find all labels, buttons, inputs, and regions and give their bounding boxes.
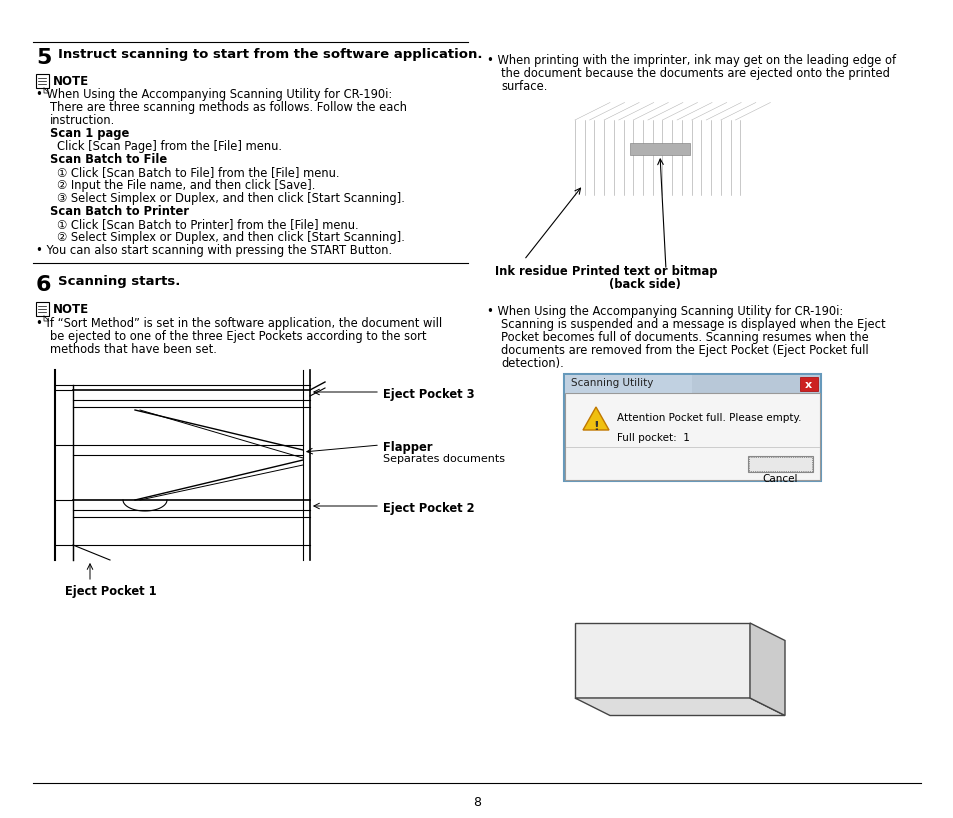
Text: Scanning Utility: Scanning Utility xyxy=(571,378,653,388)
Text: Scanning is suspended and a message is displayed when the Eject: Scanning is suspended and a message is d… xyxy=(500,318,884,331)
Text: Full pocket:  1: Full pocket: 1 xyxy=(617,433,689,443)
Text: documents are removed from the Eject Pocket (Eject Pocket full: documents are removed from the Eject Poc… xyxy=(500,344,868,357)
Text: Printed text or bitmap: Printed text or bitmap xyxy=(572,265,717,278)
Text: Eject Pocket 1: Eject Pocket 1 xyxy=(65,585,156,598)
Text: Eject Pocket 2: Eject Pocket 2 xyxy=(382,502,475,515)
Bar xyxy=(748,457,811,471)
Text: x: x xyxy=(803,380,811,390)
Text: Ink residue: Ink residue xyxy=(495,265,567,278)
Text: Scanning starts.: Scanning starts. xyxy=(58,275,180,288)
Polygon shape xyxy=(575,698,784,716)
Polygon shape xyxy=(749,623,784,716)
Text: Eject Pocket 3: Eject Pocket 3 xyxy=(382,388,475,401)
Bar xyxy=(800,377,817,391)
Text: !: ! xyxy=(593,420,598,434)
Text: Scan Batch to File: Scan Batch to File xyxy=(50,153,167,166)
Text: Pocket becomes full of documents. Scanning resumes when the: Pocket becomes full of documents. Scanni… xyxy=(500,331,868,344)
Bar xyxy=(564,375,691,393)
Text: ② Select Simplex or Duplex, and then click [Start Scanning].: ② Select Simplex or Duplex, and then cli… xyxy=(57,231,404,244)
Text: Cancel: Cancel xyxy=(761,474,797,484)
Text: • When printing with the imprinter, ink may get on the leading edge of: • When printing with the imprinter, ink … xyxy=(486,54,895,67)
Text: • When Using the Accompanying Scanning Utility for CR-190i:: • When Using the Accompanying Scanning U… xyxy=(36,88,392,101)
Text: ① Click [Scan Batch to File] from the [File] menu.: ① Click [Scan Batch to File] from the [F… xyxy=(57,166,339,179)
Text: • You can also start scanning with pressing the START Button.: • You can also start scanning with press… xyxy=(36,244,392,257)
Text: 6: 6 xyxy=(36,275,51,295)
Text: Scan Batch to Printer: Scan Batch to Printer xyxy=(50,205,189,218)
Text: the document because the documents are ejected onto the printed: the document because the documents are e… xyxy=(500,67,889,80)
Bar xyxy=(563,374,821,481)
Text: Scan 1 page: Scan 1 page xyxy=(50,127,129,140)
Bar xyxy=(629,143,689,155)
Text: There are three scanning methods as follows. Follow the each: There are three scanning methods as foll… xyxy=(50,101,407,114)
Text: be ejected to one of the three Eject Pockets according to the sort: be ejected to one of the three Eject Poc… xyxy=(50,330,426,343)
Text: • When Using the Accompanying Scanning Utility for CR-190i:: • When Using the Accompanying Scanning U… xyxy=(486,305,842,318)
Text: ② Input the File name, and then click [Save].: ② Input the File name, and then click [S… xyxy=(57,179,315,192)
Bar xyxy=(564,393,820,480)
Text: (back side): (back side) xyxy=(608,278,680,291)
Text: 8: 8 xyxy=(473,796,480,809)
Text: instruction.: instruction. xyxy=(50,114,115,127)
Text: NOTE: NOTE xyxy=(53,75,89,88)
Bar xyxy=(36,74,49,88)
Text: 5: 5 xyxy=(36,48,51,68)
Text: Flapper: Flapper xyxy=(382,441,432,454)
Text: Instruct scanning to start from the software application.: Instruct scanning to start from the soft… xyxy=(58,48,482,61)
Bar xyxy=(36,302,49,316)
Text: Separates documents: Separates documents xyxy=(382,454,504,464)
Bar xyxy=(564,375,820,393)
Bar xyxy=(747,456,812,472)
Text: detection).: detection). xyxy=(500,357,563,370)
Text: • If “Sort Method” is set in the software application, the document will: • If “Sort Method” is set in the softwar… xyxy=(36,317,441,330)
Text: NOTE: NOTE xyxy=(53,303,89,316)
Text: surface.: surface. xyxy=(500,80,547,93)
Polygon shape xyxy=(575,623,749,698)
Text: Click [Scan Page] from the [File] menu.: Click [Scan Page] from the [File] menu. xyxy=(57,140,282,153)
Polygon shape xyxy=(582,407,608,430)
Text: Attention Pocket full. Please empty.: Attention Pocket full. Please empty. xyxy=(617,413,801,423)
Text: methods that have been set.: methods that have been set. xyxy=(50,343,216,356)
Text: ③ Select Simplex or Duplex, and then click [Start Scanning].: ③ Select Simplex or Duplex, and then cli… xyxy=(57,192,404,205)
Text: ① Click [Scan Batch to Printer] from the [File] menu.: ① Click [Scan Batch to Printer] from the… xyxy=(57,218,358,231)
